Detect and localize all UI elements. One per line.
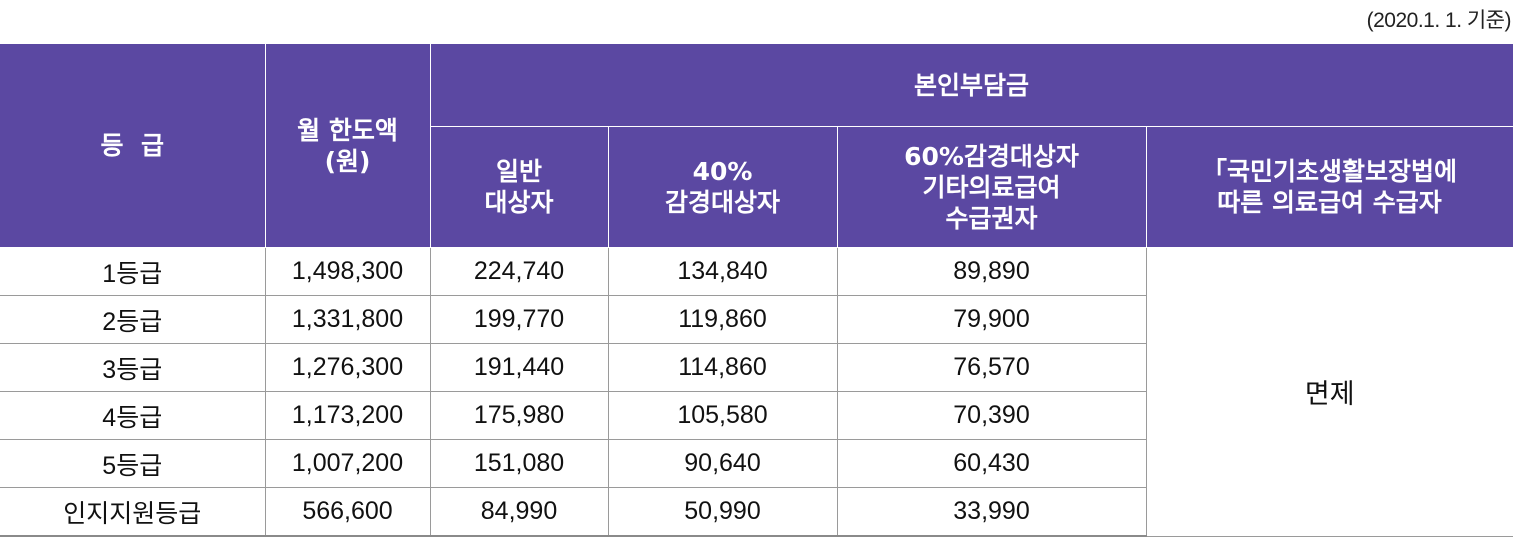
header-basic-livelihood: 「국민기초생활보장법에 따른 의료급여 수급자 xyxy=(1145,126,1514,248)
cell-reduced-60: 70,390 xyxy=(836,391,1146,440)
header-reduced-60-line-2: 기타의료급여 xyxy=(922,172,1061,202)
cell-general: 151,080 xyxy=(429,439,609,488)
reference-date-note: (2020.1. 1. 기준) xyxy=(1366,9,1512,32)
header-grade: 등 급 xyxy=(0,44,266,248)
cell-reduced-40: 119,860 xyxy=(607,295,838,344)
table-row: 4등급 1,173,200 175,980 105,580 70,390 xyxy=(0,391,1513,440)
cell-limit: 1,173,200 xyxy=(264,391,431,440)
table-row: 1등급 1,498,300 224,740 134,840 89,890 면제 xyxy=(0,247,1514,537)
header-reduced-40-line-1: 40% xyxy=(692,157,753,186)
table-row: 3등급 1,276,300 191,440 114,860 76,570 xyxy=(0,343,1513,392)
cell-grade: 5등급 xyxy=(0,439,266,488)
care-fee-table: 등 급 월 한도액 (원) 본인부담금 일반 대상자 40% 감경대상자 60%… xyxy=(0,44,1514,537)
cell-reduced-40: 114,860 xyxy=(607,343,838,392)
header-row-bottom: 일반 대상자 40% 감경대상자 60%감경대상자 기타의료급여 수급권자 「국… xyxy=(0,126,1514,248)
table-row: 2등급 1,331,800 199,770 119,860 79,900 xyxy=(0,295,1513,344)
cell-reduced-60: 79,900 xyxy=(836,295,1146,344)
cell-limit: 1,007,200 xyxy=(264,439,431,488)
cell-reduced-60: 60,430 xyxy=(836,439,1146,488)
cell-grade: 1등급 xyxy=(0,247,266,296)
cell-general: 199,770 xyxy=(429,295,609,344)
cell-limit: 1,276,300 xyxy=(264,343,431,392)
cell-reduced-60: 89,890 xyxy=(836,247,1147,296)
cell-grade: 2등급 xyxy=(0,295,266,344)
header-reduced-40: 40% 감경대상자 xyxy=(607,126,838,248)
cell-reduced-40: 50,990 xyxy=(607,487,838,537)
cell-limit: 1,331,800 xyxy=(264,295,431,344)
cell-general: 84,990 xyxy=(429,487,609,537)
header-reduced-40-line-2: 감경대상자 xyxy=(664,188,780,217)
cell-reduced-60: 76,570 xyxy=(836,343,1146,392)
header-general-line-1: 일반 xyxy=(495,157,542,186)
cell-grade: 3등급 xyxy=(0,343,266,392)
cell-reduced-60: 33,990 xyxy=(836,487,1146,537)
cell-reduced-40: 90,640 xyxy=(607,439,838,488)
table-row: 5등급 1,007,200 151,080 90,640 60,430 xyxy=(0,439,1513,488)
header-general-line-2: 대상자 xyxy=(484,188,554,217)
cell-exempt: 면제 xyxy=(1145,247,1514,537)
cell-general: 191,440 xyxy=(429,343,609,392)
cell-reduced-40: 105,580 xyxy=(607,391,838,440)
header-reduced-60: 60%감경대상자 기타의료급여 수급권자 xyxy=(836,126,1147,248)
cell-grade: 인지지원등급 xyxy=(0,487,266,537)
cell-grade: 4등급 xyxy=(0,391,266,440)
cell-limit: 1,498,300 xyxy=(264,247,431,296)
header-row-top: 등 급 월 한도액 (원) 본인부담금 xyxy=(0,44,1514,248)
header-monthly-limit-line-1: 월 한도액 xyxy=(297,115,398,145)
header-reduced-60-line-3: 수급권자 xyxy=(945,203,1038,233)
header-general: 일반 대상자 xyxy=(430,126,609,248)
cell-reduced-40: 134,840 xyxy=(607,247,838,296)
cell-general: 175,980 xyxy=(429,391,609,440)
header-monthly-limit: 월 한도액 (원) xyxy=(264,44,431,248)
header-reduced-60-line-1: 60%감경대상자 xyxy=(904,141,1079,171)
cell-limit: 566,600 xyxy=(264,487,431,537)
header-basic-livelihood-line-1: 「국민기초생활보장법에 xyxy=(1202,157,1458,186)
cell-general: 224,740 xyxy=(429,247,609,296)
header-copay-group: 본인부담금 xyxy=(429,44,1514,127)
table-row: 인지지원등급 566,600 84,990 50,990 33,990 xyxy=(0,487,1513,537)
header-basic-livelihood-line-2: 따른 의료급여 수급자 xyxy=(1217,188,1442,217)
header-monthly-limit-line-2: (원) xyxy=(324,146,371,176)
